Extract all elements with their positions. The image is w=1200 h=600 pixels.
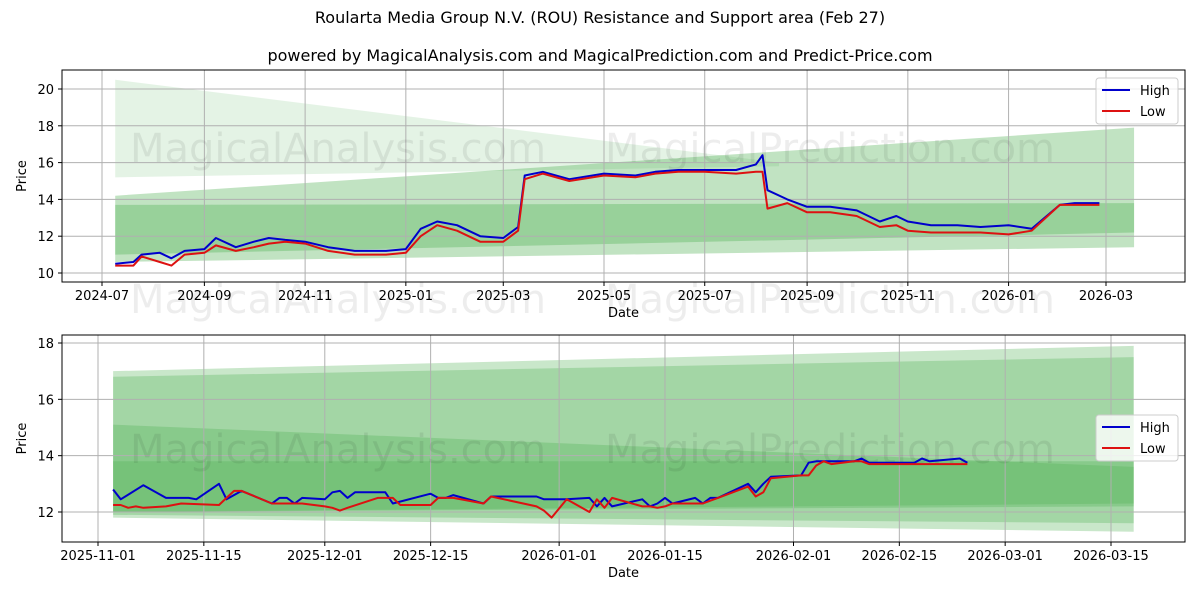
y-axis-label: Price [15,423,30,455]
band-support-lower [115,127,1135,262]
x-tick-label: 2025-12-01 [287,549,363,564]
x-tick-label: 2026-03-01 [967,549,1043,564]
support-resistance-bands [113,345,1134,532]
y-tick-label: 12 [37,230,54,245]
band-upper-inner [113,357,1134,524]
watermark-text: MagicalAnalysis.com [130,427,546,473]
y-tick-label: 12 [37,506,54,521]
band-upper-outer [113,345,1134,532]
y-tick-label: 14 [37,193,54,208]
band-mid-b [113,461,1134,512]
band-resistance-far-upper [115,79,780,178]
y-tick-label: 10 [37,267,54,282]
x-tick-label: 2026-03-15 [1073,549,1149,564]
series-low-line [115,170,1100,267]
watermark-text: MagicalPrediction.com [605,277,1055,323]
legend-low-label: Low [1140,442,1166,457]
x-tick-label: 2025-11 [881,289,935,304]
chart-subtitle: powered by MagicalAnalysis.com and Magic… [267,46,933,65]
x-tick-label: 2026-01 [981,289,1035,304]
watermark-text: MagicalPrediction.com [605,427,1055,473]
x-tick-label: 2024-07 [75,289,129,304]
watermark-text: MagicalPrediction.com [605,126,1055,172]
x-tick-label: 2025-07 [678,289,732,304]
x-tick-label: 2025-05 [577,289,631,304]
series-high-line [115,154,1100,265]
series-group [112,457,968,519]
y-tick-label: 20 [37,83,54,98]
x-tick-label: 2026-02-15 [862,549,938,564]
y-tick-label: 18 [37,120,54,135]
watermark-text: MagicalAnalysis.com [130,126,546,172]
series-high-line [112,457,968,508]
x-tick-label: 2026-03 [1079,289,1133,304]
x-axis-label: Date [608,306,639,321]
watermark-text: MagicalAnalysis.com [130,277,546,323]
y-tick-label: 14 [37,450,54,465]
legend-high-label: High [1140,421,1170,436]
legend-high-label: High [1140,84,1170,99]
band-support-mid [115,203,1135,255]
legend-low-label: Low [1140,105,1166,120]
bottom-chart-panel: 2025-11-01 2025-11-15 2025-12-01 2025-12-15… [15,334,1186,581]
y-tick-label: 16 [37,393,54,408]
chart-title: Roularta Media Group N.V. (ROU) Resistan… [314,8,886,27]
legend[interactable]: High Low [1095,77,1179,125]
series-group [115,154,1100,267]
x-tick-label: 2025-11-01 [60,549,136,564]
x-tick-label: 2025-03 [476,289,530,304]
x-axis-label: Date [608,566,639,581]
x-tick-label: 2025-01 [379,289,433,304]
x-tick-label: 2024-11 [278,289,332,304]
y-tick-label: 18 [37,337,54,352]
band-mid-a [113,424,1134,512]
plot-frame [61,334,1186,543]
x-tick-label: 2025-09 [780,289,834,304]
top-chart-panel: 2024-07 2024-09 2024-11 2025-01 2025-03 2025-… [15,69,1186,323]
series-low-line [113,460,968,519]
legend[interactable]: High Low [1095,414,1179,462]
y-tick-label: 16 [37,157,54,172]
y-axis-label: Price [15,160,30,192]
x-tick-label: 2025-12-15 [393,549,469,564]
support-resistance-bands [115,79,1135,262]
x-tick-label: 2025-11-15 [166,549,242,564]
plot-frame [61,69,1186,283]
x-tick-label: 2026-01-01 [521,549,597,564]
x-tick-label: 2024-09 [177,289,231,304]
x-tick-label: 2026-01-15 [627,549,703,564]
x-tick-label: 2026-02-01 [756,549,832,564]
